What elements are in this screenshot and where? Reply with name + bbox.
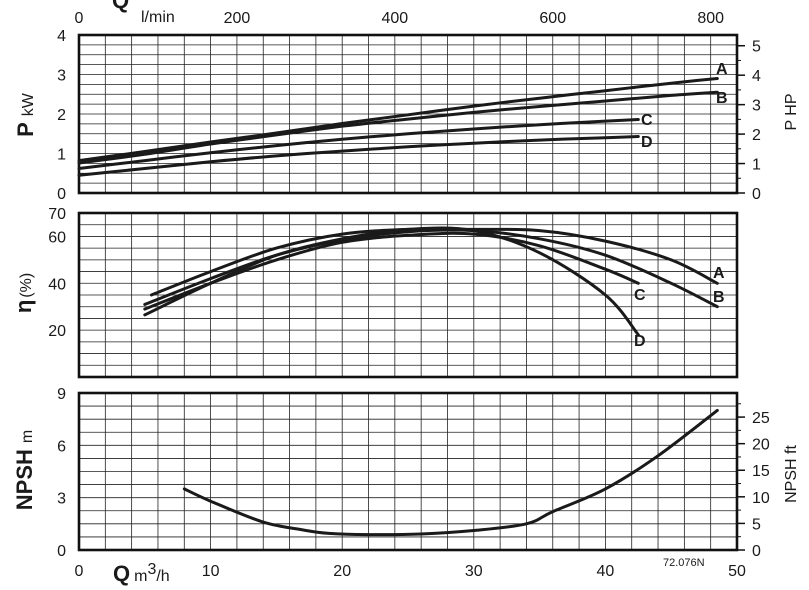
- npsh-ytick-label: 6: [57, 438, 66, 455]
- power-ytick-label: 3: [57, 68, 66, 85]
- efficiency-curve-d: [143, 226, 640, 337]
- top-tick-label: 200: [224, 10, 251, 27]
- power-axis-title: PkW: [13, 92, 38, 137]
- power-ytick-label: 4: [57, 28, 66, 45]
- x-tick-label: 20: [333, 563, 351, 580]
- power-panel: 0 1 2 3 4 0 1 2 3 4 5 AB CD: [57, 28, 761, 203]
- power-curve-a: [77, 77, 719, 163]
- efficiency-ytick-label: 40: [48, 276, 66, 293]
- power-curve-d: [77, 135, 640, 177]
- power-frame: [77, 33, 739, 195]
- npsh-ytick-label: 0: [57, 543, 66, 560]
- x-tick-label: 50: [728, 563, 746, 580]
- top-tick-label: 400: [381, 10, 408, 27]
- npsh-panel: 0 3 6 9 0 5 10 15 20 25: [57, 386, 770, 560]
- npsh-right-tick-label: 20: [752, 437, 770, 454]
- efficiency-frame: [77, 211, 739, 379]
- x-tick-label: 0: [75, 563, 84, 580]
- power-curve-c: [77, 118, 640, 170]
- top-tick-label: 0: [75, 10, 84, 27]
- svg-text:PkW: PkW: [13, 92, 38, 137]
- power-right-tick-label: 4: [752, 68, 761, 85]
- efficiency-axis-symbol: η: [11, 300, 36, 313]
- top-axis-symbol: Q: [112, 0, 129, 13]
- npsh-curve: [182, 408, 719, 537]
- npsh-right-tick-label: 0: [752, 543, 761, 560]
- power-ytick-label: 2: [57, 107, 66, 124]
- top-tick-label: 600: [539, 10, 566, 27]
- power-ytick-label: 0: [57, 186, 66, 203]
- power-curve-label-a: A: [716, 61, 728, 78]
- npsh-axis-unit: m: [19, 430, 36, 443]
- power-curve-label-d: D: [641, 134, 653, 151]
- npsh-right-axis-title: NPSH ft: [783, 445, 800, 503]
- npsh-right-tick-label: 25: [752, 410, 770, 427]
- bottom-axis-unit-suffix: /h: [156, 568, 169, 585]
- efficiency-axis-unit: (%): [18, 273, 35, 298]
- x-tick-label: 30: [465, 563, 483, 580]
- bottom-axis-unit-prefix: m: [134, 568, 147, 585]
- power-axis-unit: kW: [20, 92, 37, 116]
- efficiency-curve-label-d: D: [634, 333, 646, 350]
- npsh-axis-symbol: NPSH: [12, 449, 37, 510]
- npsh-right-tick-label: 15: [752, 463, 770, 480]
- power-curve-b: [77, 90, 719, 165]
- power-right-tick-label: 2: [752, 127, 761, 144]
- power-curve-label-b: B: [716, 90, 728, 107]
- efficiency-ytick-label: 20: [48, 323, 66, 340]
- x-tick-label: 40: [597, 563, 615, 580]
- chart-code: 72.076N: [663, 557, 705, 569]
- npsh-right-tick-label: 5: [752, 516, 761, 533]
- power-right-tick-label: 0: [752, 186, 761, 203]
- power-right-axis-title: P HP: [783, 93, 800, 130]
- power-ytick-label: 1: [57, 147, 66, 164]
- power-right-tick-label: 1: [752, 157, 761, 174]
- efficiency-curve-b: [143, 228, 719, 309]
- bottom-axis-unit-sup: 3: [147, 561, 156, 578]
- svg-text:η(%): η (%): [11, 273, 36, 313]
- efficiency-axis-title: η (%): [11, 273, 36, 313]
- power-right-tick-label: 3: [752, 98, 761, 115]
- power-right-tick-label: 5: [752, 39, 761, 56]
- npsh-axis-title: NPSH m: [12, 430, 37, 510]
- npsh-ytick-label: 9: [57, 386, 66, 403]
- top-axis-unit: l/min: [141, 9, 175, 26]
- npsh-ytick-label: 3: [57, 491, 66, 508]
- efficiency-curve-label-b: B: [713, 289, 725, 306]
- efficiency-curve-a: [149, 227, 719, 297]
- power-axis-symbol: P: [13, 122, 38, 137]
- efficiency-ytick-label: 60: [48, 229, 66, 246]
- top-axis-ticks: 0 200 400 600 800: [75, 10, 725, 27]
- efficiency-curve-label-c: C: [634, 287, 646, 304]
- x-tick-label: 10: [202, 563, 220, 580]
- efficiency-curve-label-a: A: [713, 265, 725, 282]
- bottom-axis-ticks: 0 10 20 30 40 50: [75, 563, 746, 580]
- efficiency-panel: 20 40 60 70 AB C D: [48, 206, 739, 379]
- npsh-frame: [77, 391, 739, 552]
- efficiency-ytick-label: 70: [48, 206, 66, 223]
- top-tick-label: 800: [697, 10, 724, 27]
- npsh-right-tick-label: 10: [752, 490, 770, 507]
- bottom-axis-symbol: Q: [113, 561, 130, 586]
- power-curve-label-c: C: [641, 112, 653, 129]
- svg-text:NPSHm: NPSH m: [12, 430, 37, 510]
